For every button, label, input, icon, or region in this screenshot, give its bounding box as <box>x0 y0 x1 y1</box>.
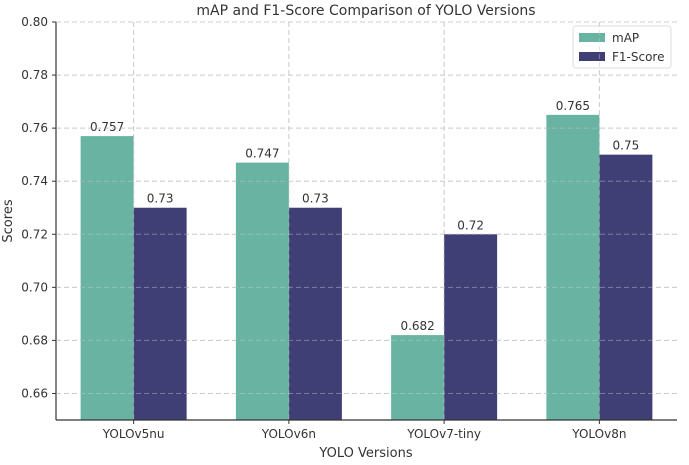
value-label: 0.757 <box>90 120 124 134</box>
grid-overlay <box>56 21 677 420</box>
axes <box>55 22 677 421</box>
bar-f1-score <box>444 234 498 420</box>
bar-map <box>391 335 445 420</box>
x-tick-label: YOLOv7-tiny <box>406 427 481 441</box>
y-tick-label: 0.76 <box>21 121 48 135</box>
x-tick-label: YOLOv6n <box>261 427 316 441</box>
value-label: 0.682 <box>400 319 434 333</box>
x-tick-label: YOLOv5nu <box>102 427 165 441</box>
bar-map <box>80 136 134 421</box>
x-tick-label: YOLOv8n <box>571 427 626 441</box>
value-label: 0.747 <box>245 147 279 161</box>
value-label: 0.765 <box>556 99 590 113</box>
y-tick-label: 0.70 <box>21 280 48 294</box>
value-label: 0.72 <box>457 218 484 232</box>
y-tick-label: 0.68 <box>21 333 48 347</box>
value-label: 0.73 <box>147 192 174 206</box>
y-tick-label: 0.80 <box>21 15 48 29</box>
x-axis-label: YOLO Versions <box>318 446 412 461</box>
y-tick-label: 0.66 <box>21 386 48 400</box>
bars <box>80 114 653 421</box>
chart-title: mAP and F1-Score Comparison of YOLO Vers… <box>196 3 535 19</box>
y-tick-label: 0.74 <box>21 174 48 188</box>
y-ticks: 0.66 0.68 0.70 0.72 0.74 0.76 0.78 0.80 <box>21 15 56 400</box>
legend-label: F1-Score <box>612 50 664 64</box>
bar-f1-score <box>599 154 653 420</box>
value-label: 0.73 <box>302 192 329 206</box>
bar-f1-score <box>133 207 187 420</box>
value-labels: 0.757 0.747 0.682 0.765 0.73 0.73 0.72 0.75 <box>90 99 639 333</box>
x-ticks: YOLOv5nu YOLOv6n YOLOv7-tiny YOLOv8n <box>102 420 626 441</box>
bar-f1-score <box>288 207 342 420</box>
bar-map <box>546 114 600 420</box>
legend-swatch <box>579 33 605 42</box>
y-tick-label: 0.78 <box>21 68 48 82</box>
y-axis-label: Scores <box>1 199 16 242</box>
legend: mAP F1-Score <box>572 25 672 69</box>
legend-label: mAP <box>612 31 639 45</box>
value-label: 0.75 <box>613 139 640 153</box>
legend-swatch <box>579 52 605 61</box>
y-tick-label: 0.72 <box>21 227 48 241</box>
bar-map <box>235 162 289 421</box>
